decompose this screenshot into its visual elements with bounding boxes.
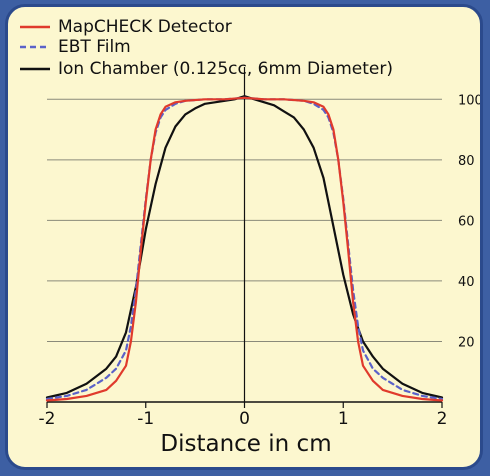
legend-label-1: EBT Film	[58, 37, 131, 57]
chart-frame: MapCHECK Detector EBT Film Ion Chamber (0.…	[5, 4, 483, 470]
y-tick-label: 100	[458, 93, 480, 108]
y-tick-label: 20	[458, 335, 475, 350]
x-tick-label: -1	[137, 409, 154, 429]
legend-label-0: MapCHECK Detector	[58, 17, 232, 37]
y-tick-label: 40	[458, 275, 475, 290]
x-tick-label: 2	[437, 409, 448, 429]
x-axis-label: Distance in cm	[160, 431, 331, 457]
y-tick-label: 80	[458, 154, 475, 169]
x-tick-label: -2	[39, 409, 56, 429]
y-tick-label: 60	[458, 214, 475, 229]
legend-label-2: Ion Chamber (0.125cc, 6mm Diameter)	[58, 59, 393, 79]
axes	[46, 67, 443, 408]
tick-labels: 20 40 60 80 100 -2 -1 0 1 2	[39, 93, 480, 429]
series-lines	[45, 95, 444, 402]
series-line-0	[45, 96, 444, 402]
x-tick-label: 0	[239, 409, 250, 429]
x-tick-label: 1	[338, 409, 349, 429]
